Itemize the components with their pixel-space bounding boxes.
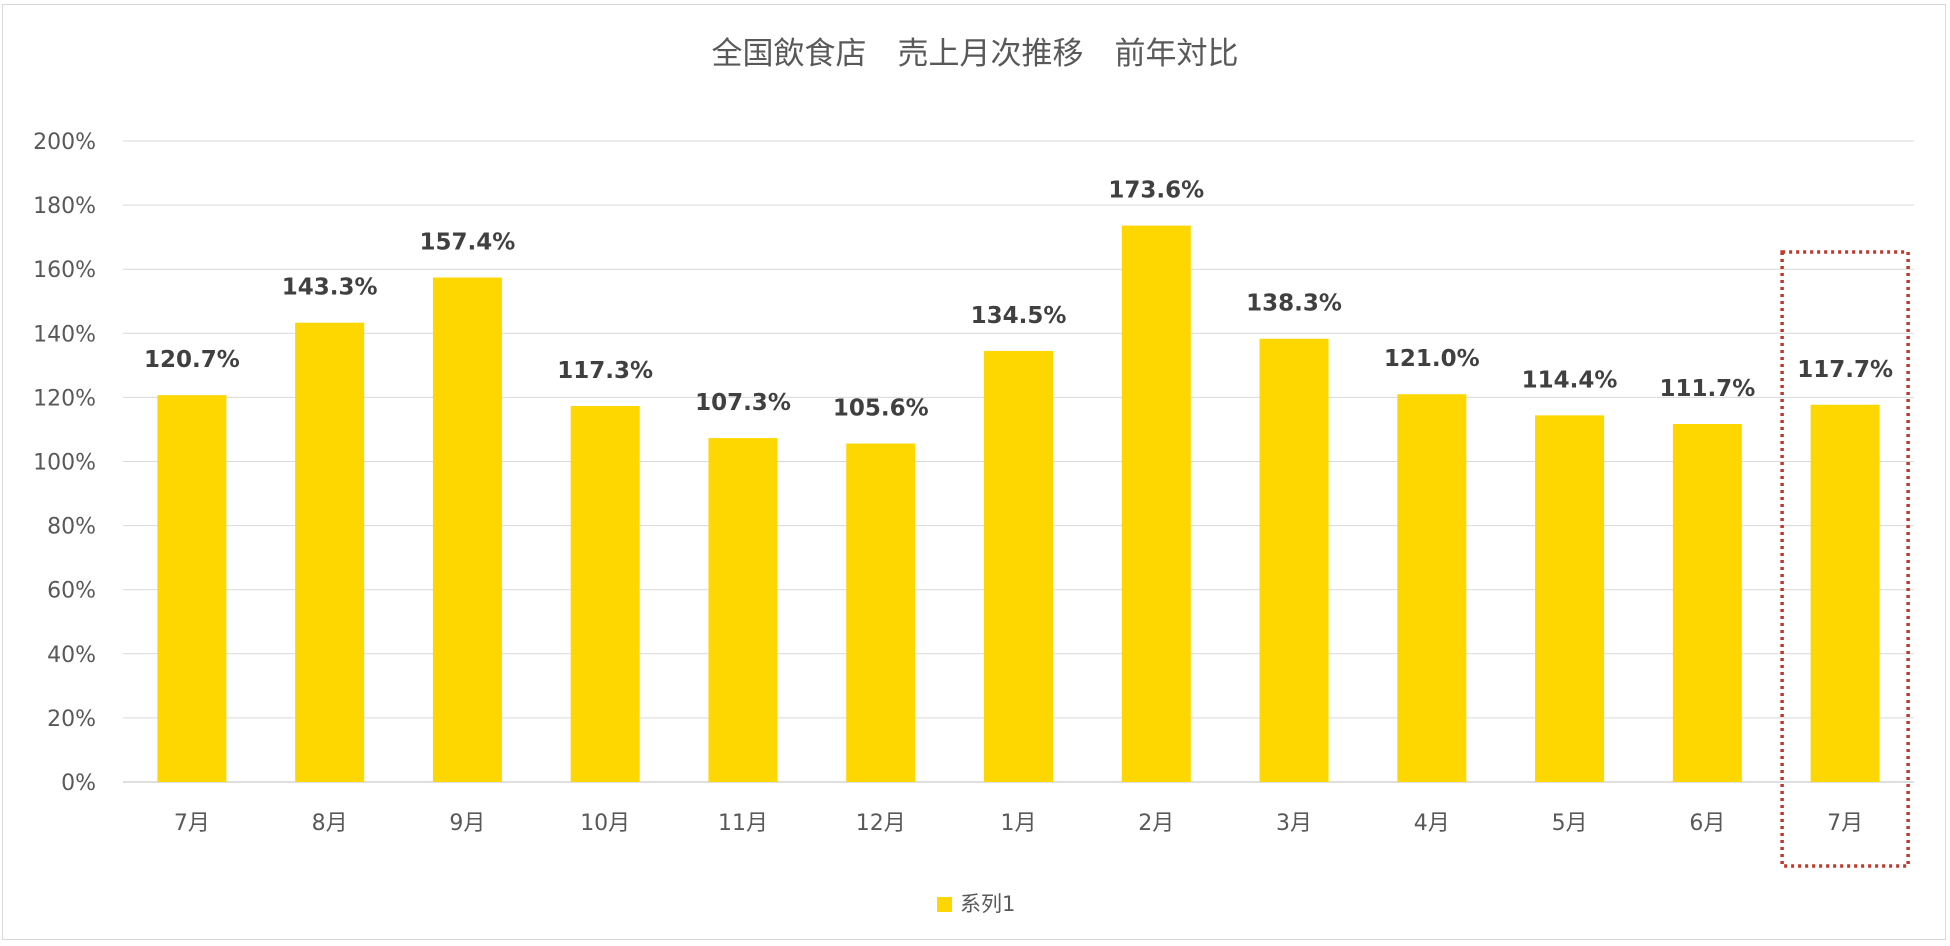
data-label: 117.3% [557, 358, 653, 384]
bar [1259, 338, 1329, 782]
data-label: 120.7% [144, 347, 240, 373]
x-tick-label: 6月 [1689, 811, 1725, 836]
chart-title: 全国飲食店 売上月次推移 前年対比 [712, 36, 1239, 72]
bar [295, 322, 365, 782]
y-tick-label: 180% [33, 194, 96, 219]
y-tick-label: 20% [47, 707, 96, 732]
x-tick-label: 9月 [449, 811, 485, 836]
y-tick-label: 0% [61, 771, 96, 796]
bar [1535, 415, 1605, 782]
data-label: 143.3% [282, 275, 378, 301]
bar [157, 395, 227, 782]
bar [1397, 394, 1467, 782]
highlight-group [1780, 250, 1910, 868]
data-label: 138.3% [1246, 291, 1342, 317]
y-tick-label: 80% [47, 515, 96, 540]
y-tick-label: 140% [33, 322, 96, 347]
bar [1672, 424, 1742, 782]
legend: 系列1 [937, 892, 1015, 916]
data-label: 157.4% [420, 230, 516, 256]
data-label: 114.4% [1522, 367, 1618, 393]
data-label: 111.7% [1659, 376, 1755, 402]
bar [1121, 225, 1191, 782]
legend-swatch [937, 897, 952, 912]
x-tick-label: 5月 [1552, 811, 1588, 836]
x-tick-label: 8月 [312, 811, 348, 836]
y-tick-label: 120% [33, 386, 96, 411]
data-labels: 120.7% 143.3% 157.4% 117.3% 107.3% 105.6% 134.… [144, 178, 1893, 422]
gridlines [123, 140, 1914, 783]
legend-label: 系列1 [960, 892, 1015, 916]
x-tick-label: 4月 [1414, 811, 1450, 836]
y-tick-label: 100% [33, 451, 96, 476]
x-tick-label: 10月 [580, 811, 630, 836]
y-tick-label: 40% [47, 643, 96, 668]
bar [570, 406, 640, 782]
y-tick-label: 160% [33, 258, 96, 283]
data-label: 121.0% [1384, 346, 1480, 372]
x-tick-label: 12月 [856, 811, 906, 836]
data-label: 134.5% [971, 303, 1067, 329]
x-tick-label: 1月 [1001, 811, 1037, 836]
y-tick-label: 200% [33, 130, 96, 155]
x-tick-label: 7月 [1827, 811, 1863, 836]
x-tick-label: 7月 [174, 811, 210, 836]
y-tick-label: 60% [47, 579, 96, 604]
x-tick-label: 11月 [718, 811, 768, 836]
bar [708, 438, 778, 782]
data-label: 105.6% [833, 396, 929, 422]
data-label: 107.3% [695, 390, 791, 416]
x-axis: 7月 8月 9月 10月 11月 12月 1月 2月 3月 4月 5月 6月 7月 [174, 811, 1863, 836]
y-axis: 0% 20% 40% 60% 80% 100% 120% 140% 160% 180% 200% [33, 130, 96, 796]
bar-series [157, 225, 1880, 782]
bar [846, 443, 916, 782]
bar [1810, 404, 1880, 782]
x-tick-label: 2月 [1138, 811, 1174, 836]
data-label: 117.7% [1797, 357, 1893, 383]
data-label: 173.6% [1108, 178, 1204, 204]
highlight-box [1780, 250, 1910, 868]
x-tick-label: 3月 [1276, 811, 1312, 836]
bar [432, 277, 502, 782]
bar [984, 350, 1053, 782]
